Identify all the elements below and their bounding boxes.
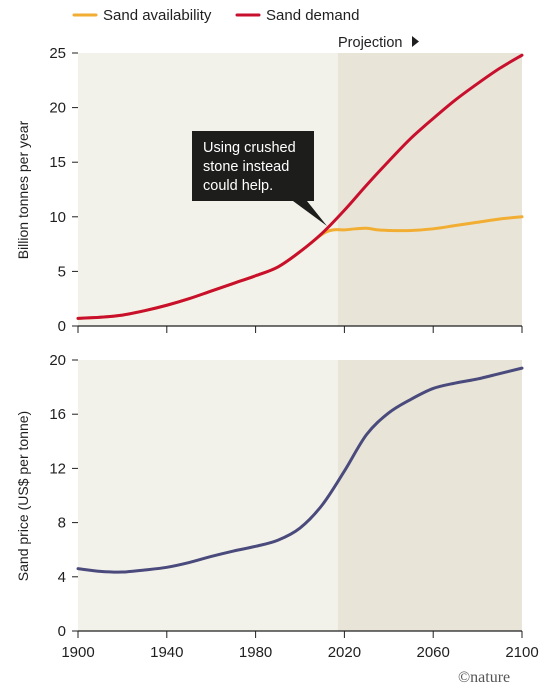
y-tick-label: 25: [49, 45, 66, 62]
y-axis-title: Billion tonnes per year: [15, 120, 31, 259]
y-tick-label: 12: [49, 460, 66, 477]
price-panel: 0 4 8 12 16 20 1900 1940 1980 2020 2060 2100 Sand pr…: [15, 352, 539, 661]
y-tick-label: 20: [49, 352, 66, 369]
projection-background: [337, 360, 522, 631]
x-tick-label: 1900: [61, 644, 94, 661]
y-tick-label: 4: [58, 569, 66, 586]
y-tick-label: 10: [49, 209, 66, 226]
y-tick-label: 15: [49, 154, 66, 171]
y-tick-label: 20: [49, 100, 66, 117]
x-tick-label: 2060: [417, 644, 450, 661]
legend: Sand availability Sand demand: [72, 7, 359, 24]
callout: Using crushed stone instead could help.: [192, 131, 327, 226]
projection-marker: Projection: [338, 35, 419, 51]
legend-availability-label: Sand availability: [103, 7, 212, 24]
x-tick-label: 2020: [328, 644, 361, 661]
sand-price-line: [76, 366, 524, 574]
y-tick-label: 8: [58, 515, 66, 532]
x-tick-label: 2100: [505, 644, 538, 661]
historical-background: [78, 360, 338, 631]
projection-arrow-icon: [412, 36, 419, 47]
sand-demand-line: [76, 53, 524, 320]
legend-demand-label: Sand demand: [266, 7, 359, 24]
callout-box: [192, 131, 327, 226]
y-tick-label: 16: [49, 406, 66, 423]
callout-line-3: could help.: [203, 178, 273, 194]
y-tick-label: 0: [58, 318, 66, 335]
x-tick-label: 1980: [239, 644, 272, 661]
y-tick-label: 0: [58, 623, 66, 640]
projection-label: Projection: [338, 35, 402, 51]
projection-background: [337, 53, 522, 326]
callout-line-2: stone instead: [203, 159, 289, 175]
x-tick-label: 1940: [150, 644, 183, 661]
y-tick-label: 5: [58, 263, 66, 280]
callout-line-1: Using crushed: [203, 140, 296, 156]
nature-credit: ©nature: [458, 669, 510, 686]
y-axis-title: Sand price (US$ per tonne): [15, 411, 31, 581]
